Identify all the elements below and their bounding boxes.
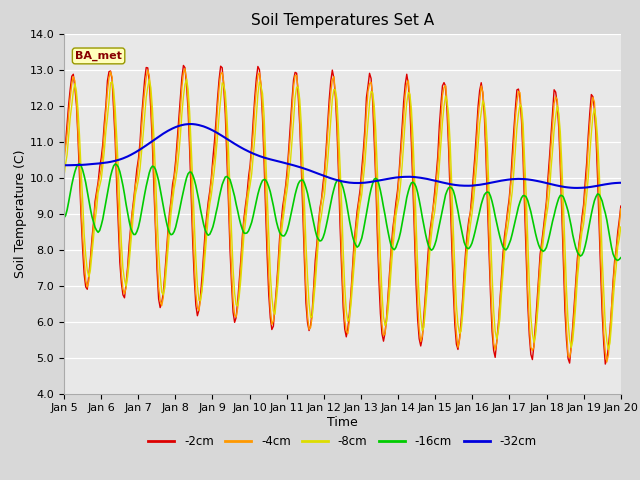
-8cm <box>129 225 136 231</box>
-4cm <box>60 158 68 164</box>
-4cm <box>305 326 313 332</box>
-8cm <box>605 347 612 352</box>
Text: BA_met: BA_met <box>75 51 122 61</box>
-2cm <box>255 67 263 72</box>
-16cm <box>246 224 254 229</box>
Line: -4cm: -4cm <box>64 69 621 362</box>
-32cm <box>129 151 136 157</box>
-16cm <box>76 161 83 167</box>
-16cm <box>617 255 625 261</box>
-4cm <box>255 70 263 75</box>
-32cm <box>255 153 263 159</box>
-16cm <box>255 186 263 192</box>
-2cm <box>246 162 254 168</box>
-2cm <box>180 62 188 68</box>
-16cm <box>614 258 621 264</box>
-2cm <box>602 361 609 367</box>
-32cm <box>305 168 313 173</box>
-32cm <box>60 162 68 168</box>
X-axis label: Time: Time <box>327 416 358 429</box>
-4cm <box>129 211 136 216</box>
Line: -16cm: -16cm <box>64 164 621 261</box>
-8cm <box>255 79 263 85</box>
-32cm <box>589 184 596 190</box>
-32cm <box>228 139 236 145</box>
Line: -32cm: -32cm <box>64 124 621 188</box>
-4cm <box>246 167 254 172</box>
-4cm <box>181 66 189 72</box>
Title: Soil Temperatures Set A: Soil Temperatures Set A <box>251 13 434 28</box>
-2cm <box>617 203 625 209</box>
-2cm <box>228 280 236 286</box>
-32cm <box>572 185 580 191</box>
-8cm <box>60 173 68 179</box>
-32cm <box>246 149 254 155</box>
-4cm <box>228 268 236 274</box>
-4cm <box>603 359 611 365</box>
-16cm <box>130 232 138 238</box>
-16cm <box>228 182 236 188</box>
-8cm <box>617 224 625 230</box>
-2cm <box>305 328 313 334</box>
-2cm <box>588 92 595 97</box>
-4cm <box>588 104 595 109</box>
-2cm <box>129 209 136 215</box>
-8cm <box>588 131 595 136</box>
-4cm <box>617 206 625 212</box>
-8cm <box>246 182 254 188</box>
-8cm <box>305 300 313 306</box>
-32cm <box>617 180 625 186</box>
-32cm <box>188 121 195 127</box>
Y-axis label: Soil Temperature (C): Soil Temperature (C) <box>13 149 27 278</box>
-16cm <box>60 215 68 221</box>
Line: -2cm: -2cm <box>64 65 621 364</box>
-8cm <box>228 228 236 234</box>
-2cm <box>60 151 68 157</box>
Legend: -2cm, -4cm, -8cm, -16cm, -32cm: -2cm, -4cm, -8cm, -16cm, -32cm <box>144 430 541 453</box>
Line: -8cm: -8cm <box>64 79 621 349</box>
-16cm <box>305 198 313 204</box>
-8cm <box>182 76 190 82</box>
-16cm <box>588 211 595 217</box>
